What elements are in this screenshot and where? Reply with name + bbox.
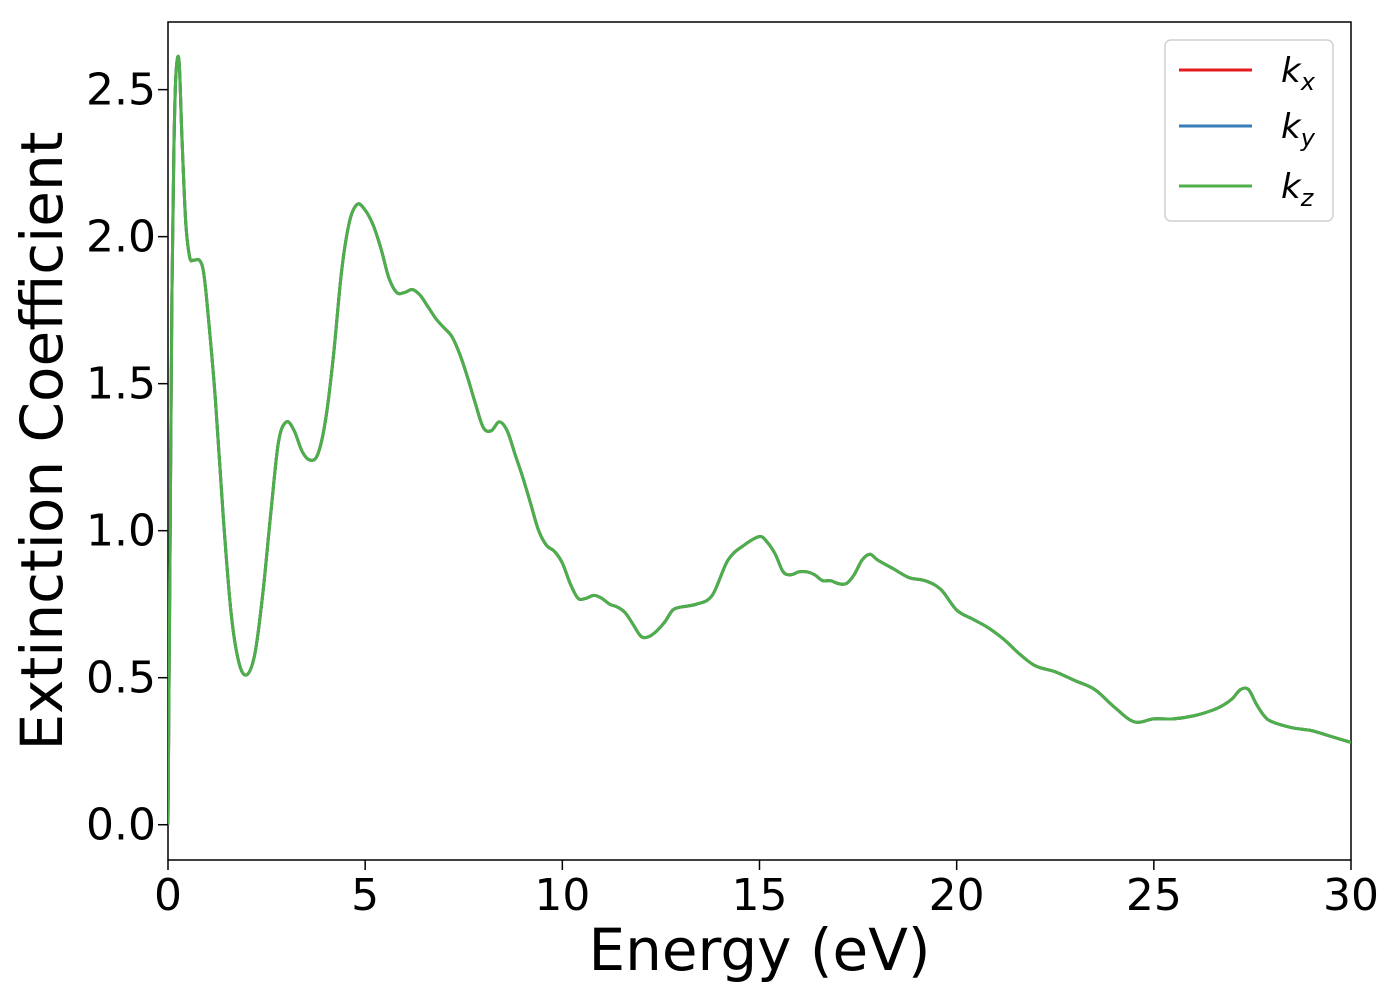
y-tick-label: 2.0 [86,212,156,263]
x-tick-label: 0 [154,870,182,921]
y-tick-label: 2.5 [86,65,156,116]
y-axis-label: Extinction Coefficient [8,132,76,751]
legend: kx ky kz [1164,39,1334,222]
series-lines [168,54,1351,825]
series-line-kz [168,54,1351,825]
x-tick-label: 25 [1126,870,1182,921]
y-axis-ticks: 0.0 0.5 1.0 1.5 2.0 2.5 [86,65,168,851]
legend-label-kx: kx [1281,51,1316,96]
x-tick-label: 5 [351,870,379,921]
y-tick-label: 1.5 [86,359,156,410]
x-tick-label: 30 [1323,870,1379,921]
x-tick-label: 10 [534,870,590,921]
legend-items: kx ky kz [1179,51,1316,212]
legend-label-kz: kz [1281,167,1315,212]
x-axis-ticks: 0 5 10 15 20 25 30 [154,860,1379,921]
y-tick-label: 0.5 [86,653,156,704]
y-tick-label: 0.0 [86,800,156,851]
y-tick-label: 1.0 [86,506,156,557]
x-tick-label: 15 [732,870,788,921]
legend-box [1164,39,1334,222]
x-tick-label: 20 [929,870,985,921]
x-axis-label: Energy (eV) [588,916,930,984]
legend-label-ky: ky [1281,107,1316,152]
